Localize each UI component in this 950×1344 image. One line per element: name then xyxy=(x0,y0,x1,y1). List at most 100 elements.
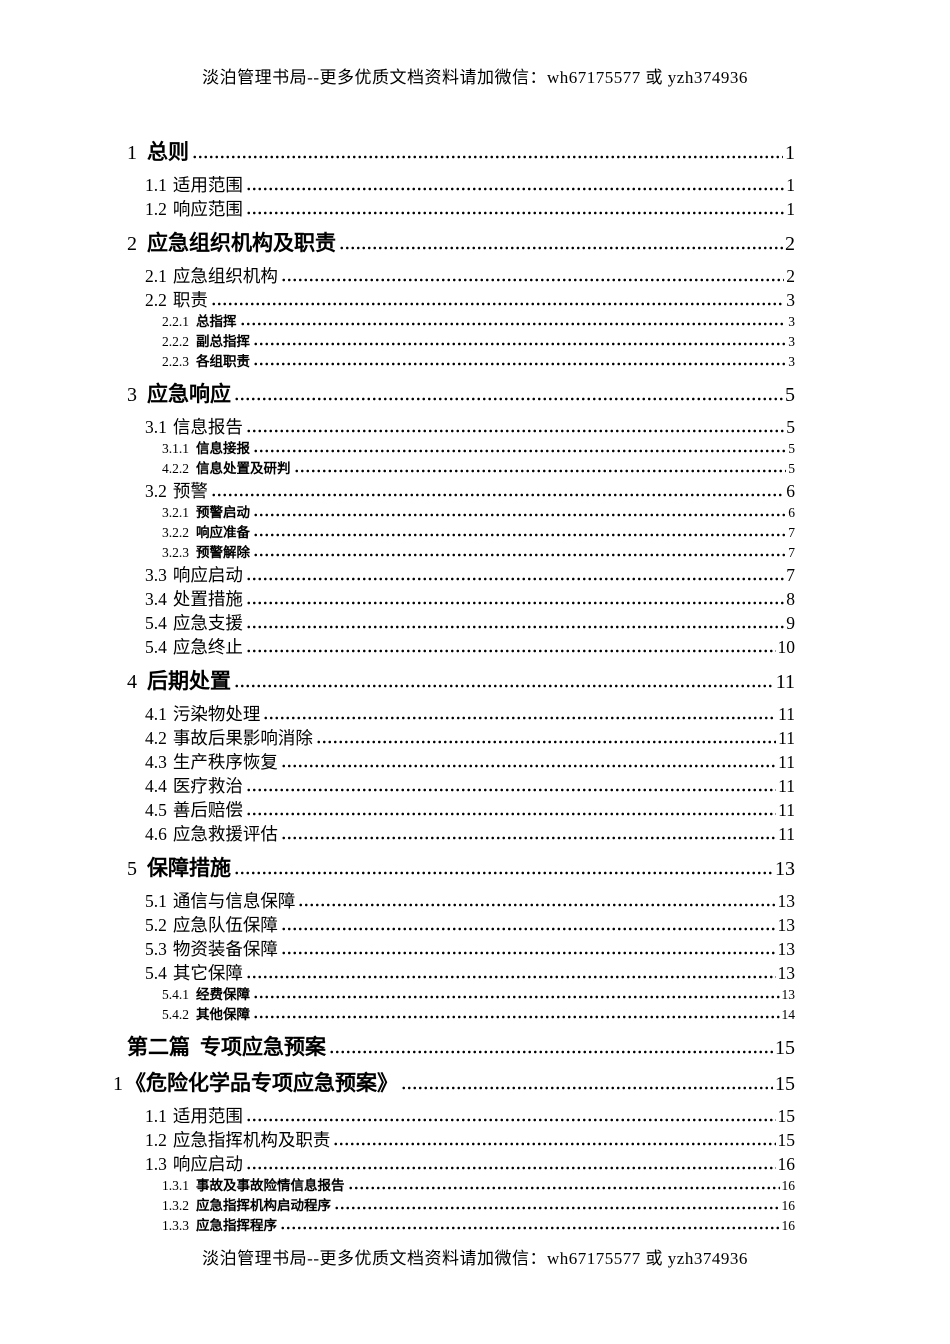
toc-entry[interactable]: 3.2 预警 6 xyxy=(145,479,795,503)
toc-entry-label: 通信与信息保障 xyxy=(172,891,296,911)
toc-entry[interactable]: 4.5 善后赔偿 11 xyxy=(145,798,795,822)
toc-entry[interactable]: 5.4.2 其他保障 14 xyxy=(162,1005,795,1025)
toc-page-number: 13 xyxy=(777,963,796,983)
toc-entry[interactable]: 4.2 事故后果影响消除 11 xyxy=(145,726,795,750)
toc-entry-label: 预警解除 xyxy=(196,545,250,560)
toc-entry[interactable]: 1.3.2 应急指挥机构启动程序 16 xyxy=(162,1196,795,1216)
toc-entry-label: 事故后果影响消除 xyxy=(172,728,313,748)
dot-leader xyxy=(245,788,777,792)
toc-entry[interactable]: 1.3.3 应急指挥程序 16 xyxy=(162,1216,795,1236)
toc-entry[interactable]: 3 应急响应 5 xyxy=(127,382,795,408)
toc-entry-label: 应急组织机构及职责 xyxy=(147,232,336,255)
toc-page-number: 13 xyxy=(777,915,796,935)
toc-entry-number: 3.1 xyxy=(145,417,167,437)
toc-entry-label: 应急指挥机构启动程序 xyxy=(196,1198,331,1213)
dot-leader xyxy=(245,429,785,433)
toc-entry-number: 2 xyxy=(127,233,137,255)
toc-entry[interactable]: 4 后期处置 11 xyxy=(127,669,795,695)
toc-entry[interactable]: 2.2.1 总指挥 3 xyxy=(162,312,795,332)
toc-page-number: 3 xyxy=(786,290,795,310)
toc-entry[interactable]: 1 总则 1 xyxy=(127,140,795,166)
toc-entry-label: 其他保障 xyxy=(196,1007,250,1022)
toc-entry[interactable]: 3.2.1 预警启动 6 xyxy=(162,503,795,523)
toc-entry-label: 响应准备 xyxy=(196,525,250,540)
toc-entry-number: 2.2.1 xyxy=(162,314,189,329)
toc-entry[interactable]: 1.3.1 事故及事故险情信息报告 16 xyxy=(162,1176,795,1196)
toc-entry[interactable]: 5.4 应急终止 10 xyxy=(145,635,795,659)
toc-entry-number: 5.2 xyxy=(145,915,167,935)
toc-entry-number: 1.2 xyxy=(145,199,167,219)
toc-page-number: 10 xyxy=(777,637,796,657)
toc-entry[interactable]: 2 应急组织机构及职责 2 xyxy=(127,231,795,257)
toc-entry[interactable]: 5.1 通信与信息保障 13 xyxy=(145,889,795,913)
toc-entry-number: 3.1.1 xyxy=(162,441,189,456)
toc-entry-number: 4.2 xyxy=(145,728,167,748)
toc-page-number: 13 xyxy=(777,891,796,911)
dot-leader xyxy=(280,278,785,282)
dot-leader xyxy=(347,1186,780,1190)
toc-entry[interactable]: 2.2.2 副总指挥 3 xyxy=(162,332,795,352)
toc-page-number: 11 xyxy=(778,776,795,796)
toc-entry-number: 5.4 xyxy=(145,963,167,983)
toc-entry-number: 4.1 xyxy=(145,704,167,724)
toc-entry[interactable]: 1 《危险化学品专项应急预案》 15 xyxy=(113,1071,795,1097)
toc-entry-label: 应急救援评估 xyxy=(172,824,278,844)
toc-page-number: 15 xyxy=(777,1106,796,1126)
toc-entry[interactable]: 2.2 职责 3 xyxy=(145,288,795,312)
toc-entry-label: 适用范围 xyxy=(172,175,243,195)
toc-page-number: 2 xyxy=(785,233,795,255)
toc-entry[interactable]: 1.2 响应范围 1 xyxy=(145,197,795,221)
toc-page-number: 14 xyxy=(781,1007,796,1022)
toc-entry[interactable]: 第二篇 专项应急预案 15 xyxy=(127,1035,795,1061)
dot-leader xyxy=(234,871,773,875)
toc-entry[interactable]: 2.2.3 各组职责 3 xyxy=(162,352,795,372)
toc-page-number: 5 xyxy=(788,441,795,456)
toc-entry-label: 预警 xyxy=(172,481,208,501)
dot-leader xyxy=(245,975,776,979)
toc-entry[interactable]: 5.2 应急队伍保障 13 xyxy=(145,913,795,937)
toc-entry-number: 3.4 xyxy=(145,589,167,609)
toc-entry-label: 应急组织机构 xyxy=(172,266,278,286)
dot-leader xyxy=(339,246,783,250)
toc-entry[interactable]: 5.3 物资装备保障 13 xyxy=(145,937,795,961)
toc-entry[interactable]: 1.1 适用范围 1 xyxy=(145,173,795,197)
toc-entry-label: 经费保障 xyxy=(196,987,250,1002)
toc-page-number: 1 xyxy=(785,142,795,164)
toc-entry-number: 4.2.2 xyxy=(162,461,189,476)
dot-leader xyxy=(253,1015,780,1019)
toc-entry[interactable]: 4.3 生产秩序恢复 11 xyxy=(145,750,795,774)
toc-entry[interactable]: 1.2 应急指挥机构及职责 15 xyxy=(145,1128,795,1152)
toc-entry-number: 1.2 xyxy=(145,1130,167,1150)
toc-entry[interactable]: 3.2.3 预警解除 7 xyxy=(162,543,795,563)
toc-entry[interactable]: 4.2.2 信息处置及研判 5 xyxy=(162,459,795,479)
toc-page-number: 6 xyxy=(788,505,795,520)
toc-entry[interactable]: 4.4 医疗救治 11 xyxy=(145,774,795,798)
toc-entry[interactable]: 3.1 信息报告 5 xyxy=(145,415,795,439)
toc-entry[interactable]: 5.4.1 经费保障 13 xyxy=(162,985,795,1005)
toc-entry[interactable]: 4.6 应急救援评估 11 xyxy=(145,822,795,846)
toc-entry[interactable]: 3.4 处置措施 8 xyxy=(145,587,795,611)
toc-entry-label: 污染物处理 xyxy=(172,704,261,724)
toc-entry-label: 总则 xyxy=(147,141,189,164)
header-watermark-note: 淡泊管理书局--更多优质文档资料请加微信：wh67175577 或 yzh374… xyxy=(202,68,748,87)
dot-leader xyxy=(333,1142,776,1146)
toc-entry[interactable]: 2.1 应急组织机构 2 xyxy=(145,264,795,288)
toc-entry[interactable]: 1.1 适用范围 15 xyxy=(145,1104,795,1128)
toc-entry[interactable]: 4.1 污染物处理 11 xyxy=(145,702,795,726)
dot-leader xyxy=(298,903,776,907)
toc-entry[interactable]: 3.2.2 响应准备 7 xyxy=(162,523,795,543)
toc-entry[interactable]: 5.4 其它保障 13 xyxy=(145,961,795,985)
dot-leader xyxy=(245,625,785,629)
toc-entry-label: 职责 xyxy=(172,290,208,310)
toc-entry[interactable]: 1.3 响应启动 16 xyxy=(145,1152,795,1176)
dot-leader xyxy=(245,601,785,605)
toc-entry-number: 3.2.1 xyxy=(162,505,189,520)
toc-entry[interactable]: 3.1.1 信息接报 5 xyxy=(162,439,795,459)
dot-leader xyxy=(253,533,787,537)
toc-entry[interactable]: 5.4 应急支援 9 xyxy=(145,611,795,635)
toc-entry[interactable]: 5 保障措施 13 xyxy=(127,856,795,882)
toc-entry[interactable]: 3.3 响应启动 7 xyxy=(145,563,795,587)
dot-leader xyxy=(245,649,776,653)
dot-leader xyxy=(280,764,777,768)
footer-watermark-note: 淡泊管理书局--更多优质文档资料请加微信：wh67175577 或 yzh374… xyxy=(202,1249,748,1268)
